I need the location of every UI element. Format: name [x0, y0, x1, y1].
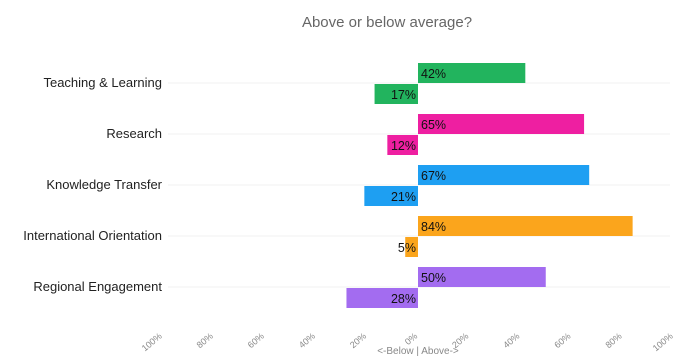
data-label-below: 28%	[391, 292, 416, 306]
x-tick-label: 0%	[403, 331, 419, 347]
data-label-above: 50%	[421, 271, 446, 285]
bar-below	[374, 84, 418, 104]
category-label: Regional Engagement	[33, 279, 162, 294]
x-tick-label: 80%	[195, 331, 215, 350]
bar-above	[418, 114, 585, 134]
x-axis-label: <-Below | Above->	[377, 346, 459, 356]
x-tick-label: 40%	[297, 331, 317, 350]
x-tick-label: 60%	[246, 331, 266, 350]
data-label-above: 65%	[421, 118, 446, 132]
x-tick-label: 60%	[552, 331, 572, 350]
data-label-above: 42%	[421, 67, 446, 81]
bar-above	[418, 216, 633, 236]
category-label: Teaching & Learning	[43, 75, 162, 90]
bar-above	[418, 267, 546, 287]
value-labels: 42% 17% 65% 12% 67% 21% 84% 5% 50% 28%	[391, 67, 446, 306]
data-label-above: 67%	[421, 169, 446, 183]
bar-below	[364, 186, 418, 206]
x-tick-label: 40%	[501, 331, 521, 350]
bar-below	[405, 237, 418, 257]
bar-below	[346, 288, 418, 308]
chart-title: Above or below average?	[302, 14, 472, 31]
bar-below	[387, 135, 418, 155]
data-label-below: 12%	[391, 139, 416, 153]
bars	[346, 63, 633, 308]
category-label: Research	[106, 126, 162, 141]
data-label-below: 21%	[391, 190, 416, 204]
x-tick-label: 20%	[348, 331, 368, 350]
x-tick-label: 100%	[140, 331, 164, 353]
category-label: International Orientation	[23, 228, 162, 243]
data-label-below: 17%	[391, 88, 416, 102]
category-label: Knowledge Transfer	[46, 177, 162, 192]
bar-above	[418, 165, 590, 185]
x-tick-label: 80%	[603, 331, 623, 350]
data-label-below: 5%	[398, 241, 416, 255]
category-labels: Teaching & Learning Research Knowledge Tra…	[23, 75, 162, 294]
data-label-above: 84%	[421, 220, 446, 234]
x-tick-label: 100%	[651, 331, 675, 353]
bar-above	[418, 63, 526, 83]
